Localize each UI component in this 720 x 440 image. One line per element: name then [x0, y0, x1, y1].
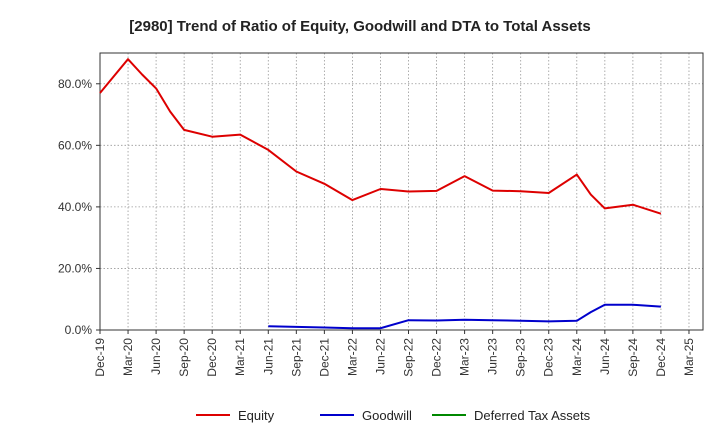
y-tick-label: 80.0% — [58, 77, 92, 91]
series-line-equity — [99, 58, 662, 215]
grid-layer — [100, 53, 703, 331]
x-tick-label: Mar-21 — [233, 338, 247, 376]
y-axis: 0.0% 20.0% 40.0% 60.0% 80.0% — [58, 77, 100, 337]
x-tick-label: Jun-22 — [373, 338, 387, 375]
x-tick-label: Sep-20 — [177, 338, 191, 377]
legend-label-deferred-tax-assets: Deferred Tax Assets — [474, 408, 591, 423]
x-axis: Dec-19 Mar-20 Jun-20 Sep-20 Dec-20 Mar-21 Jun-… — [93, 330, 696, 377]
y-tick-label: 40.0% — [58, 200, 92, 214]
legend-label-goodwill: Goodwill — [362, 408, 412, 423]
x-tick-label: Jun-20 — [149, 338, 163, 375]
y-tick-label: 0.0% — [65, 323, 93, 337]
x-tick-label: Sep-21 — [289, 338, 303, 377]
x-tick-label: Sep-22 — [402, 338, 416, 377]
x-tick-label: Dec-20 — [205, 338, 219, 377]
chart-title: [2980] Trend of Ratio of Equity, Goodwil… — [129, 18, 590, 35]
x-tick-label: Dec-19 — [93, 338, 107, 377]
legend-label-equity: Equity — [238, 408, 275, 423]
x-tick-label: Dec-23 — [542, 338, 556, 377]
x-tick-label: Mar-20 — [121, 338, 135, 376]
x-tick-label: Dec-22 — [430, 338, 444, 377]
series-line-goodwill — [268, 303, 661, 330]
x-tick-label: Jun-23 — [486, 338, 500, 375]
y-tick-label: 20.0% — [58, 261, 92, 275]
x-tick-label: Mar-24 — [570, 338, 584, 376]
x-tick-label: Mar-22 — [345, 338, 359, 376]
legend: Equity Goodwill Deferred Tax Assets — [196, 408, 591, 423]
x-tick-label: Dec-24 — [654, 338, 668, 377]
series-layer — [99, 58, 662, 330]
x-tick-label: Mar-23 — [458, 338, 472, 376]
x-tick-label: Jun-24 — [598, 338, 612, 375]
x-tick-label: Sep-23 — [514, 338, 528, 377]
x-tick-label: Dec-21 — [317, 338, 331, 377]
x-tick-label: Mar-25 — [682, 338, 696, 376]
plot-frame — [99, 52, 704, 331]
x-tick-label: Sep-24 — [626, 338, 640, 377]
x-tick-label: Jun-21 — [261, 338, 275, 375]
y-tick-label: 60.0% — [58, 138, 92, 152]
